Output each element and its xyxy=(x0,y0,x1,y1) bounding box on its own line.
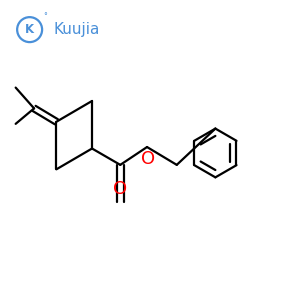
Text: °: ° xyxy=(43,12,47,21)
Text: Kuujia: Kuujia xyxy=(53,22,100,37)
Text: O: O xyxy=(113,180,127,198)
Text: K: K xyxy=(25,23,34,36)
Text: O: O xyxy=(141,150,155,168)
